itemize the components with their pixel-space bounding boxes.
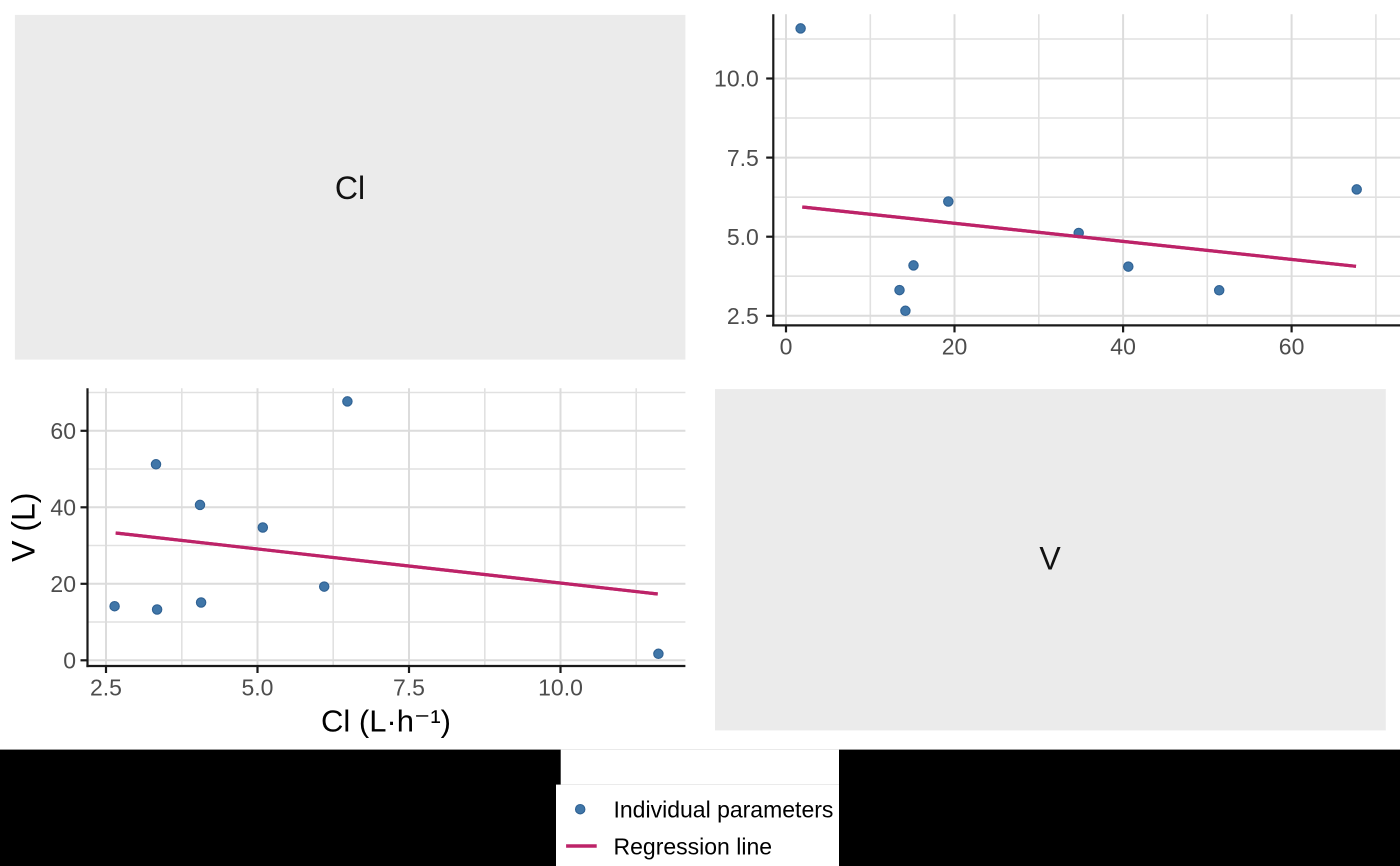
svg-text:Regression line: Regression line [614, 833, 773, 859]
svg-text:5.0: 5.0 [727, 224, 759, 250]
svg-text:20: 20 [50, 571, 76, 597]
svg-text:V: V [1039, 540, 1061, 576]
svg-text:Individual parameters: Individual parameters [614, 796, 834, 822]
svg-text:7.5: 7.5 [727, 145, 759, 171]
svg-text:60: 60 [50, 418, 76, 444]
svg-text:10.0: 10.0 [714, 66, 759, 92]
svg-text:2.5: 2.5 [727, 303, 759, 329]
svg-text:40: 40 [50, 495, 76, 521]
svg-text:Cl (L·h⁻¹): Cl (L·h⁻¹) [321, 703, 451, 738]
svg-text:10.0: 10.0 [538, 675, 583, 701]
svg-text:0: 0 [780, 334, 793, 360]
svg-text:7.5: 7.5 [393, 675, 425, 701]
svg-text:40: 40 [1110, 334, 1136, 360]
svg-text:Cl: Cl [335, 170, 365, 206]
svg-text:60: 60 [1279, 334, 1305, 360]
svg-text:5.0: 5.0 [242, 675, 274, 701]
svg-text:0: 0 [63, 648, 76, 674]
svg-text:20: 20 [942, 334, 968, 360]
svg-text:2.5: 2.5 [90, 675, 122, 701]
svg-text:V (L): V (L) [6, 493, 42, 562]
